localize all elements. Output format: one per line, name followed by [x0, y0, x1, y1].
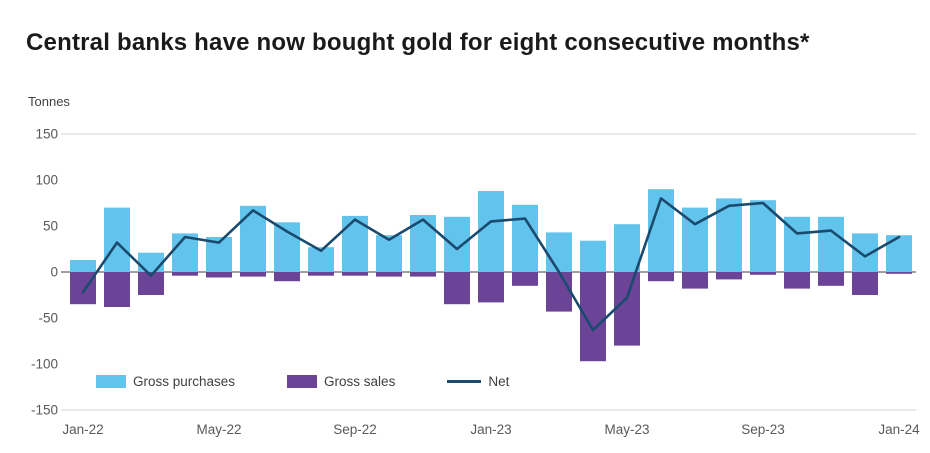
y-tick-label: 100: [35, 173, 58, 188]
bar-sales-Jul-23: [682, 272, 708, 289]
bar-purchases-Jun-23: [648, 189, 674, 272]
bar-sales-Oct-22: [376, 272, 402, 277]
bar-series-sales: [70, 272, 912, 362]
x-tick-label: Jan-23: [470, 422, 511, 437]
bar-sales-Jan-24: [886, 272, 912, 274]
bar-sales-Nov-23: [818, 272, 844, 286]
legend-label: Gross sales: [324, 374, 396, 389]
bar-sales-Dec-22: [444, 272, 470, 305]
bar-sales-Jun-23: [648, 272, 674, 282]
bar-sales-Sep-23: [750, 272, 776, 275]
y-tick-label: -150: [31, 403, 58, 418]
bar-sales-Apr-22: [172, 272, 198, 276]
bar-purchases-Feb-22: [104, 207, 130, 272]
x-tick-label: Sep-23: [741, 422, 785, 437]
bar-sales-Sep-22: [342, 272, 368, 276]
legend-label: Net: [488, 374, 510, 389]
bar-sales-Jan-23: [478, 272, 504, 303]
bar-sales-Jun-22: [240, 272, 266, 277]
bar-purchases-Apr-23: [580, 240, 606, 272]
x-tick-label: Jan-24: [878, 422, 920, 437]
legend-item-gross-sales: Gross sales: [287, 374, 395, 389]
legend-item-net: Net: [447, 374, 509, 389]
x-tick-label: Sep-22: [333, 422, 377, 437]
bar-purchases-Mar-23: [546, 232, 572, 272]
bar-sales-Nov-22: [410, 272, 436, 277]
y-tick-label: 0: [50, 265, 58, 280]
bar-purchases-Nov-23: [818, 216, 844, 272]
bar-sales-Feb-23: [512, 272, 538, 286]
gross-purchases-swatch-icon: [96, 375, 126, 388]
chart-legend: Gross purchases Gross sales Net: [96, 374, 509, 389]
legend-item-gross-purchases: Gross purchases: [96, 374, 235, 389]
bar-purchases-Mar-22: [138, 252, 164, 272]
x-axis: Jan-22 May-22 Sep-22 Jan-23 May-23 Sep-23 Jan-…: [62, 422, 920, 437]
legend-label: Gross purchases: [133, 374, 236, 389]
y-tick-label: -100: [31, 357, 58, 372]
bar-sales-Aug-23: [716, 272, 742, 280]
bar-sales-May-23: [614, 272, 640, 346]
bar-purchases-Feb-23: [512, 204, 538, 272]
bar-purchases-Dec-22: [444, 216, 470, 272]
x-tick-label: May-22: [196, 422, 241, 437]
bar-purchases-Jan-23: [478, 191, 504, 272]
y-axis-unit-label: Tonnes: [28, 94, 70, 109]
x-tick-label: May-23: [604, 422, 649, 437]
bar-sales-Dec-23: [852, 272, 878, 295]
net-line-swatch-icon: [447, 380, 482, 383]
bar-sales-Mar-22: [138, 272, 164, 295]
chart-title: Central banks have now bought gold for e…: [26, 29, 810, 57]
bar-sales-Mar-23: [546, 272, 572, 312]
bar-purchases-Oct-22: [376, 235, 402, 272]
bar-purchases-Jan-22: [70, 260, 96, 272]
x-tick-label: Jan-22: [62, 422, 103, 437]
net-line: [81, 197, 901, 332]
bar-purchases-Jul-22: [274, 222, 300, 272]
y-tick-label: 50: [43, 219, 58, 234]
bar-series-purchases: [70, 189, 912, 272]
bar-sales-Oct-23: [784, 272, 810, 289]
bar-sales-Jul-22: [274, 272, 300, 282]
gross-sales-swatch-icon: [287, 375, 318, 388]
bar-sales-Feb-22: [104, 272, 130, 307]
y-tick-label: -50: [38, 311, 58, 326]
bar-sales-May-22: [206, 272, 232, 278]
bar-purchases-Apr-22: [172, 233, 198, 272]
bar-purchases-May-23: [614, 224, 640, 272]
y-tick-label: 150: [35, 127, 58, 142]
bar-sales-Aug-22: [308, 272, 334, 276]
